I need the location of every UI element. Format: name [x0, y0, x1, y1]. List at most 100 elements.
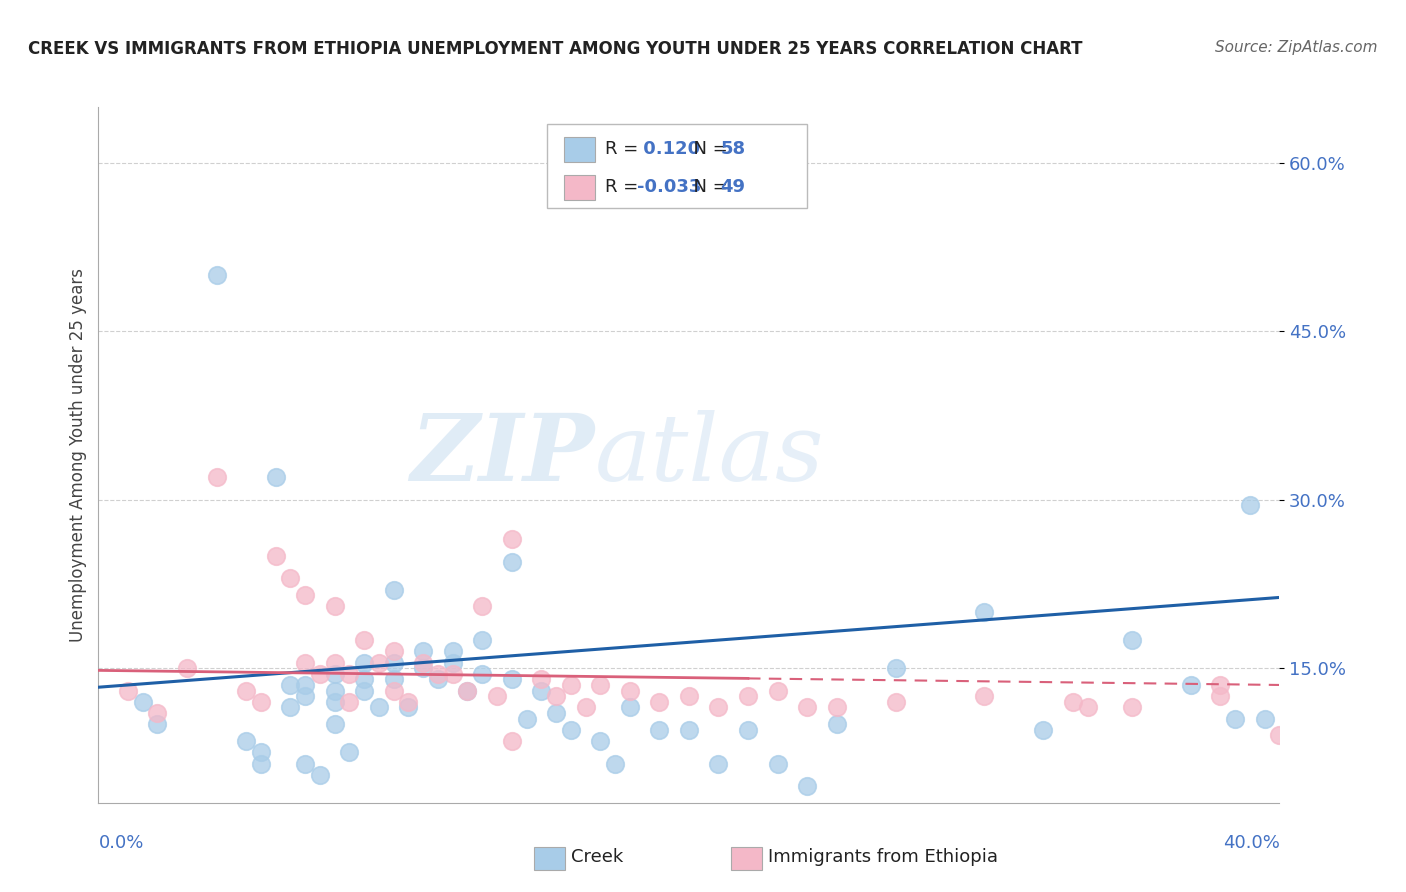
- Point: [796, 700, 818, 714]
- Point: [619, 700, 641, 714]
- Text: Source: ZipAtlas.com: Source: ZipAtlas.com: [1215, 40, 1378, 55]
- Point: [707, 756, 730, 771]
- Point: [737, 723, 759, 737]
- Point: [339, 745, 361, 759]
- Point: [530, 673, 553, 687]
- Point: [605, 756, 627, 771]
- Point: [501, 532, 523, 546]
- Text: CREEK VS IMMIGRANTS FROM ETHIOPIA UNEMPLOYMENT AMONG YOUTH UNDER 25 YEARS CORREL: CREEK VS IMMIGRANTS FROM ETHIOPIA UNEMPL…: [28, 40, 1083, 58]
- Point: [294, 678, 316, 692]
- Point: [294, 656, 316, 670]
- Point: [264, 470, 287, 484]
- Point: [1180, 678, 1202, 692]
- Point: [707, 700, 730, 714]
- Point: [516, 712, 538, 726]
- Point: [471, 599, 494, 614]
- Text: ZIP: ZIP: [411, 410, 595, 500]
- Text: N =: N =: [682, 140, 734, 159]
- Point: [884, 661, 907, 675]
- Point: [560, 723, 582, 737]
- Text: R =: R =: [605, 178, 644, 196]
- Point: [382, 673, 405, 687]
- Point: [412, 656, 434, 670]
- Point: [294, 588, 316, 602]
- Point: [382, 582, 405, 597]
- Point: [1032, 723, 1054, 737]
- Point: [973, 605, 995, 619]
- Point: [441, 656, 464, 670]
- Point: [441, 666, 464, 681]
- Point: [589, 678, 612, 692]
- Point: [589, 734, 612, 748]
- Point: [353, 673, 375, 687]
- Point: [1062, 695, 1084, 709]
- Point: [353, 683, 375, 698]
- Point: [323, 666, 346, 681]
- Point: [530, 683, 553, 698]
- Point: [146, 706, 169, 720]
- Point: [250, 756, 273, 771]
- Point: [339, 695, 361, 709]
- Point: [132, 695, 155, 709]
- Point: [382, 644, 405, 658]
- Point: [398, 700, 420, 714]
- Text: atlas: atlas: [595, 410, 824, 500]
- Point: [323, 656, 346, 670]
- Point: [1121, 633, 1143, 648]
- Point: [471, 633, 494, 648]
- Point: [825, 717, 848, 731]
- Point: [323, 695, 346, 709]
- Point: [368, 656, 391, 670]
- Point: [250, 745, 273, 759]
- Point: [619, 683, 641, 698]
- Text: Immigrants from Ethiopia: Immigrants from Ethiopia: [768, 848, 998, 866]
- Text: 49: 49: [720, 178, 745, 196]
- Point: [1254, 712, 1277, 726]
- Point: [146, 717, 169, 731]
- Point: [235, 734, 257, 748]
- Y-axis label: Unemployment Among Youth under 25 years: Unemployment Among Youth under 25 years: [69, 268, 87, 642]
- Point: [382, 683, 405, 698]
- Text: 58: 58: [720, 140, 745, 159]
- Point: [560, 678, 582, 692]
- Text: N =: N =: [682, 178, 734, 196]
- Point: [353, 633, 375, 648]
- Point: [368, 700, 391, 714]
- Point: [339, 666, 361, 681]
- Point: [1239, 499, 1261, 513]
- Point: [235, 683, 257, 698]
- Point: [250, 695, 273, 709]
- Point: [1225, 712, 1247, 726]
- Point: [323, 599, 346, 614]
- Point: [575, 700, 598, 714]
- Text: Creek: Creek: [571, 848, 623, 866]
- Point: [501, 673, 523, 687]
- Point: [294, 689, 316, 703]
- Point: [176, 661, 198, 675]
- Text: 40.0%: 40.0%: [1223, 834, 1279, 852]
- Point: [678, 689, 700, 703]
- Point: [382, 656, 405, 670]
- Point: [205, 470, 228, 484]
- Point: [323, 717, 346, 731]
- Point: [884, 695, 907, 709]
- Text: 0.0%: 0.0%: [98, 834, 143, 852]
- Point: [678, 723, 700, 737]
- Point: [766, 756, 789, 771]
- Point: [457, 683, 479, 698]
- Point: [1077, 700, 1099, 714]
- Point: [1268, 729, 1291, 743]
- Text: 0.120: 0.120: [637, 140, 700, 159]
- Point: [501, 555, 523, 569]
- Point: [766, 683, 789, 698]
- Point: [427, 666, 450, 681]
- Point: [546, 706, 568, 720]
- Point: [1209, 689, 1232, 703]
- Point: [412, 644, 434, 658]
- Point: [441, 644, 464, 658]
- Point: [264, 549, 287, 563]
- Point: [117, 683, 139, 698]
- Point: [309, 768, 332, 782]
- Point: [205, 268, 228, 283]
- Point: [471, 666, 494, 681]
